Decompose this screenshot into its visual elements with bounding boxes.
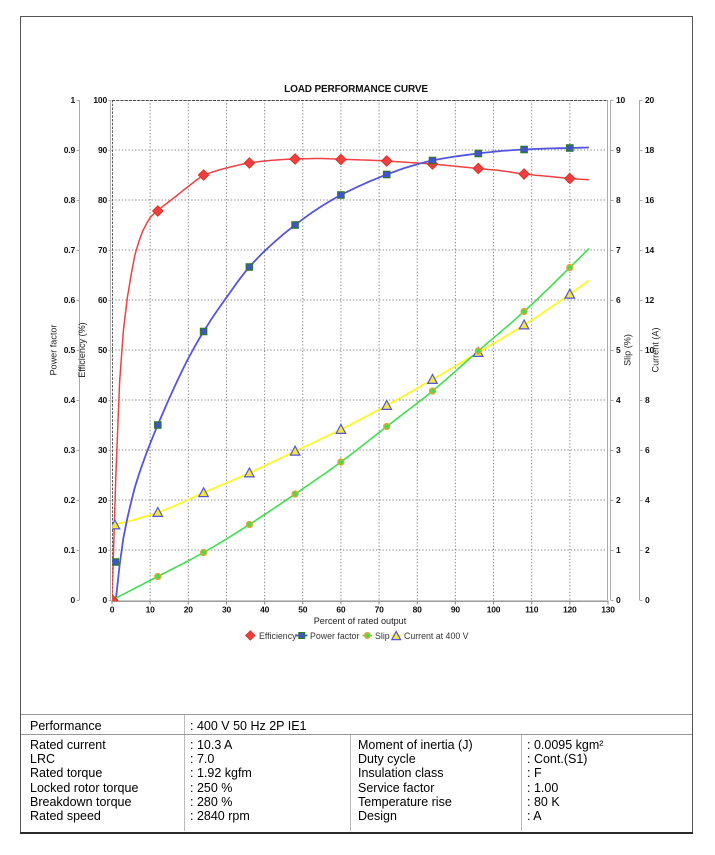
svg-text:4: 4 (616, 395, 621, 405)
svg-text:2: 2 (645, 545, 650, 555)
svg-text:120: 120 (563, 605, 577, 615)
svg-text:6: 6 (616, 295, 621, 305)
svg-text:Power factor: Power factor (49, 324, 59, 375)
svg-text:3: 3 (616, 445, 621, 455)
svg-text:0.1: 0.1 (64, 545, 76, 555)
svg-text:70: 70 (375, 605, 385, 615)
svg-text:30: 30 (222, 605, 232, 615)
svg-text:5: 5 (616, 345, 621, 355)
svg-text:Percent of rated output: Percent of rated output (314, 616, 407, 626)
svg-text:4: 4 (645, 495, 650, 505)
svg-text:Slip (%): Slip (%) (623, 334, 633, 366)
svg-text:10: 10 (645, 345, 655, 355)
svg-text:0.6: 0.6 (64, 295, 76, 305)
svg-text:Current at 400 V: Current at 400 V (404, 631, 469, 641)
svg-text:1: 1 (70, 95, 75, 105)
svg-text:60: 60 (98, 295, 108, 305)
svg-text:0: 0 (645, 595, 650, 605)
svg-text:0: 0 (102, 595, 107, 605)
svg-text:20: 20 (98, 495, 108, 505)
svg-text:40: 40 (98, 395, 108, 405)
svg-text:LOAD PERFORMANCE CURVE: LOAD PERFORMANCE CURVE (284, 84, 428, 95)
svg-text:90: 90 (98, 145, 108, 155)
svg-text:10: 10 (146, 605, 156, 615)
svg-text:50: 50 (98, 345, 108, 355)
svg-text:6: 6 (645, 445, 650, 455)
svg-text:130: 130 (601, 605, 615, 615)
svg-text:0.8: 0.8 (64, 195, 76, 205)
svg-text:7: 7 (616, 245, 621, 255)
svg-text:110: 110 (525, 605, 539, 615)
svg-text:0: 0 (70, 595, 75, 605)
svg-text:8: 8 (645, 395, 650, 405)
svg-text:8: 8 (616, 195, 621, 205)
svg-text:2: 2 (616, 495, 621, 505)
svg-text:100: 100 (487, 605, 501, 615)
svg-text:10: 10 (98, 545, 108, 555)
svg-text:0: 0 (616, 595, 621, 605)
svg-text:100: 100 (93, 95, 107, 105)
svg-text:60: 60 (336, 605, 346, 615)
svg-text:80: 80 (98, 195, 108, 205)
svg-text:1: 1 (616, 545, 621, 555)
svg-text:Power factor: Power factor (310, 631, 359, 641)
svg-text:14: 14 (645, 245, 655, 255)
svg-text:0.3: 0.3 (64, 445, 76, 455)
svg-text:Current (A): Current (A) (651, 328, 661, 373)
svg-text:20: 20 (645, 95, 655, 105)
svg-text:0.7: 0.7 (64, 245, 76, 255)
svg-text:Efficiency: Efficiency (259, 631, 297, 641)
svg-text:0.4: 0.4 (64, 395, 76, 405)
svg-text:90: 90 (451, 605, 461, 615)
svg-text:10: 10 (616, 95, 626, 105)
svg-text:70: 70 (98, 245, 108, 255)
svg-text:0.5: 0.5 (64, 345, 76, 355)
svg-text:9: 9 (616, 145, 621, 155)
svg-text:0: 0 (110, 605, 115, 615)
svg-text:0.9: 0.9 (64, 145, 76, 155)
svg-text:80: 80 (413, 605, 423, 615)
svg-text:20: 20 (184, 605, 194, 615)
svg-text:18: 18 (645, 145, 655, 155)
svg-text:Efficiency (%): Efficiency (%) (77, 322, 87, 377)
svg-text:16: 16 (645, 195, 655, 205)
svg-text:40: 40 (260, 605, 270, 615)
svg-text:50: 50 (298, 605, 308, 615)
svg-text:0.2: 0.2 (64, 495, 76, 505)
svg-text:30: 30 (98, 445, 108, 455)
svg-text:Slip: Slip (375, 631, 390, 641)
svg-text:12: 12 (645, 295, 655, 305)
